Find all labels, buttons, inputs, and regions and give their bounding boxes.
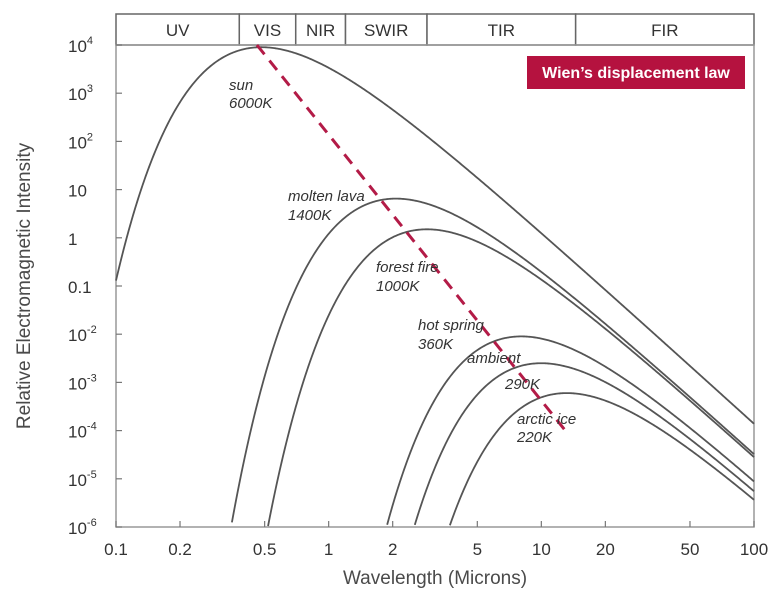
x-tick-label: 20 bbox=[596, 540, 615, 559]
legend-label: Wien’s displacement law bbox=[542, 65, 730, 82]
x-tick-label: 10 bbox=[532, 540, 551, 559]
blackbody-curves bbox=[115, 46, 755, 527]
x-tick-label: 50 bbox=[681, 540, 700, 559]
band-label-fir: FIR bbox=[651, 21, 678, 40]
y-tick-exponent: 3 bbox=[87, 83, 93, 95]
band-label-swir: SWIR bbox=[364, 21, 408, 40]
plot-frame bbox=[115, 44, 755, 528]
y-tick-base: 10 bbox=[68, 182, 87, 201]
y-tick-exponent: 4 bbox=[87, 35, 93, 47]
x-axis-title: Wavelength (Microns) bbox=[343, 568, 527, 589]
y-tick-exponent: 2 bbox=[87, 131, 93, 143]
curve-label-line: forest fire bbox=[376, 259, 439, 276]
x-tick-label: 5 bbox=[473, 540, 482, 559]
curve-label-line: sun bbox=[229, 77, 253, 94]
x-axis-ticks: 0.1 0.2 0.5 1 2 5 10 20 50 100 bbox=[104, 521, 768, 559]
y-tick-label: 103 bbox=[68, 83, 93, 104]
x-tick-label: 0.1 bbox=[104, 540, 128, 559]
curve-sun bbox=[115, 46, 755, 425]
y-tick-label: 10-5 bbox=[68, 469, 97, 490]
y-tick-label: 10 bbox=[68, 182, 87, 201]
band-label-uv: UV bbox=[166, 21, 190, 40]
y-tick-exponent: -2 bbox=[87, 324, 97, 336]
x-tick-label: 1 bbox=[324, 540, 333, 559]
band-label-tir: TIR bbox=[488, 21, 515, 40]
curve-label-line: 360K bbox=[418, 336, 454, 353]
x-tick-label: 0.5 bbox=[253, 540, 277, 559]
curve-label-line: molten lava bbox=[288, 188, 365, 205]
curve-ambient bbox=[413, 362, 755, 526]
y-tick-base: 10 bbox=[68, 85, 87, 104]
curve-arctic-ice bbox=[449, 392, 755, 526]
curve-label-line: 290K bbox=[504, 376, 541, 393]
curve-label-line: 1000K bbox=[376, 278, 420, 295]
curve-label-line: 220K bbox=[516, 429, 553, 446]
spectral-band-bar: UV VIS NIR SWIR TIR FIR bbox=[115, 13, 755, 46]
curve-label-line: 6000K bbox=[229, 95, 273, 112]
y-tick-base: 10 bbox=[68, 37, 87, 56]
y-tick-label: 10-2 bbox=[68, 324, 97, 345]
y-tick-label: 104 bbox=[68, 35, 93, 56]
x-tick-label: 100 bbox=[740, 540, 768, 559]
y-tick-base: 10 bbox=[68, 423, 87, 442]
curve-molten-lava bbox=[231, 197, 755, 523]
curve-hot-spring bbox=[386, 335, 755, 525]
curve-label-line: ambient bbox=[467, 350, 521, 367]
band-cell-uv bbox=[115, 13, 241, 46]
y-axis-title: Relative Electromagnetic Intensity bbox=[14, 142, 35, 429]
y-tick-label: 10-6 bbox=[68, 517, 97, 538]
y-tick-base: 10 bbox=[68, 471, 87, 490]
curve-forest-fire bbox=[267, 228, 755, 527]
y-tick-label: 10-4 bbox=[68, 421, 97, 442]
legend-badge: Wien’s displacement law bbox=[527, 56, 745, 89]
y-tick-exponent: -4 bbox=[87, 421, 97, 433]
band-label-vis: VIS bbox=[254, 21, 281, 40]
y-tick-exponent: -5 bbox=[87, 469, 97, 481]
curve-label-line: arctic ice bbox=[517, 411, 576, 428]
band-cell-fir bbox=[574, 13, 755, 46]
curve-label-line: 1400K bbox=[288, 207, 332, 224]
x-tick-label: 0.2 bbox=[168, 540, 192, 559]
wien-displacement-line bbox=[255, 44, 571, 437]
y-tick-base: 10 bbox=[68, 326, 87, 345]
y-tick-label: 0.1 bbox=[68, 278, 92, 297]
legend-background bbox=[527, 56, 745, 89]
band-label-nir: NIR bbox=[306, 21, 335, 40]
y-tick-base: 10 bbox=[68, 374, 87, 393]
y-tick-label: 102 bbox=[68, 131, 93, 152]
y-tick-base: 1 bbox=[68, 230, 77, 249]
curve-label-line: hot spring bbox=[418, 317, 485, 334]
y-tick-base: 10 bbox=[68, 519, 87, 538]
y-tick-label: 10-3 bbox=[68, 372, 97, 393]
y-tick-exponent: -3 bbox=[87, 372, 97, 384]
x-tick-label: 2 bbox=[388, 540, 397, 559]
y-tick-base: 0.1 bbox=[68, 278, 92, 297]
y-tick-exponent: -6 bbox=[87, 517, 97, 529]
y-tick-label: 1 bbox=[68, 230, 77, 249]
y-tick-base: 10 bbox=[68, 133, 87, 152]
